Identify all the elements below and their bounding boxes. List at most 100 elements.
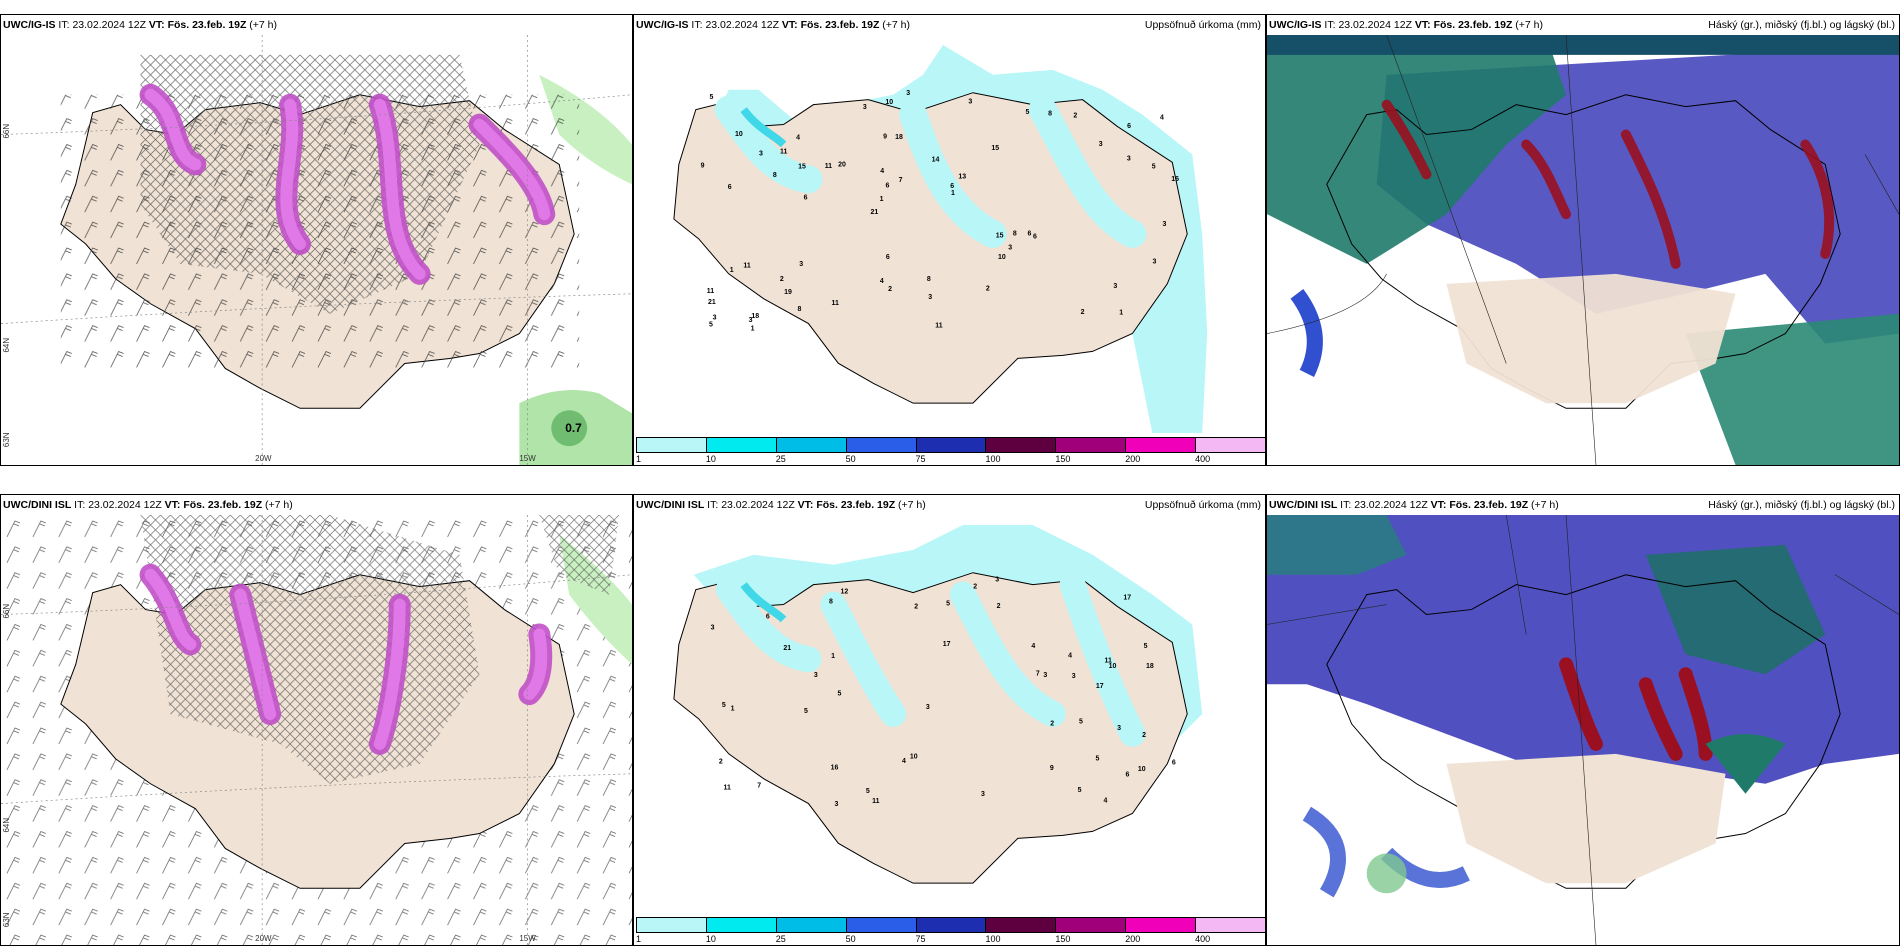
- precip-value: 3: [1099, 141, 1103, 148]
- precip-value: 21: [708, 299, 716, 306]
- cloud-map[interactable]: [1267, 35, 1899, 465]
- precip-value: 6: [766, 613, 770, 620]
- panel-precip-dini: UWC/DINI ISL IT: 23.02.2024 12Z VT: Fös.…: [633, 494, 1266, 946]
- precip-value: 2: [888, 286, 892, 293]
- lon-label-20: 20W: [255, 454, 272, 463]
- precip-value: 3: [1113, 283, 1117, 290]
- precip-value: 3: [835, 801, 839, 808]
- panel-header: UWC/IG-IS IT: 23.02.2024 12Z VT: Fös. 23…: [1269, 19, 1895, 31]
- precip-value: 2: [1142, 732, 1146, 739]
- lon-label-15: 15W: [519, 934, 536, 943]
- panel-title: Uppsöfnuð úrkoma (mm): [1144, 19, 1261, 31]
- panel-precip-ig: UWC/IG-IS IT: 23.02.2024 12Z VT: Fös. 23…: [633, 14, 1266, 466]
- lat-label-64: 64N: [2, 338, 11, 353]
- precip-value: 5: [1078, 787, 1082, 794]
- precip-value: 10: [910, 753, 918, 760]
- precip-value: 8: [773, 172, 777, 179]
- precip-value: 11: [831, 300, 838, 307]
- precip-value: 3: [1043, 672, 1047, 679]
- precip-value: 11: [724, 784, 731, 791]
- precip-value: 8: [1048, 110, 1052, 117]
- precip-value: 17: [1096, 683, 1104, 690]
- precip-value: 1: [880, 196, 884, 203]
- precip-value: 6: [728, 184, 732, 191]
- precip-value: 5: [866, 788, 870, 795]
- wind-map[interactable]: 66N 64N 63N 20W 15W: [1, 515, 632, 945]
- precip-value: 2: [914, 604, 918, 611]
- precip-value: 3: [1008, 244, 1012, 251]
- colorbar-swatch: [1125, 437, 1197, 453]
- precip-value: 11: [1105, 657, 1112, 664]
- colorbar-swatch: [1055, 437, 1127, 453]
- precip-value: 3: [1072, 673, 1076, 680]
- precip-value: 8: [829, 599, 833, 606]
- lat-label-63: 63N: [2, 912, 11, 927]
- colorbar: 1 10 25 50 75 100 150 200 400: [634, 915, 1265, 945]
- precip-value: 20: [838, 161, 846, 168]
- precip-value: 1: [751, 326, 755, 333]
- colorbar-tick: 200: [1125, 934, 1141, 944]
- precip-value: 5: [1144, 643, 1148, 650]
- precip-value: 3: [749, 317, 753, 324]
- precip-value: 3: [711, 625, 715, 632]
- precip-value: 6: [950, 183, 954, 190]
- colorbar-tick: 1: [636, 934, 642, 944]
- panel-cloud-ig: UWC/IG-IS IT: 23.02.2024 12Z VT: Fös. 23…: [1266, 14, 1900, 466]
- colorbar-swatch: [705, 917, 777, 933]
- colorbar-swatch: [636, 437, 707, 453]
- lon-label-20: 20W: [255, 934, 272, 943]
- precip-value: 3: [1152, 258, 1156, 265]
- colorbar-swatch: [985, 437, 1057, 453]
- colorbar-tick: 10: [705, 454, 716, 464]
- precip-value: 3: [759, 150, 763, 157]
- panel-wind-ig: UWC/IG-IS IT: 23.02.2024 12Z VT: Fös. 23…: [0, 14, 633, 466]
- colorbar-tick: 50: [845, 454, 856, 464]
- colorbar-tick: 150: [1055, 454, 1071, 464]
- precip-value: 2: [973, 583, 977, 590]
- colorbar-tick: 100: [985, 454, 1001, 464]
- precip-value: 1: [951, 190, 955, 197]
- colorbar-tick: 150: [1055, 934, 1071, 944]
- panel-header: UWC/DINI ISL IT: 23.02.2024 12Z VT: Fös.…: [1269, 499, 1895, 511]
- precip-value: 6: [1126, 771, 1130, 778]
- precip-map[interactable]: 1 6 6 21 15 18 9 14 11 20 21 19 18 13 6 10 10 16 15 3 1 4 6 4 5 3…: [634, 35, 1265, 435]
- precip-value: 1: [730, 267, 734, 274]
- precip-value: 11: [872, 798, 879, 805]
- precip-value: 21: [870, 209, 878, 216]
- precip-map[interactable]: 5 5 10 17 11 12 11 16 17 21 18 3 17 11 2 6 6 8 10 10 5 1 3 7 5 4 2…: [634, 515, 1265, 915]
- colorbar-tick: 100: [985, 934, 1001, 944]
- precip-value: 16: [831, 765, 839, 772]
- precip-value: 3: [863, 104, 867, 111]
- precip-value: 17: [1123, 594, 1131, 601]
- precip-value: 4: [902, 758, 906, 765]
- precip-value: 8: [797, 306, 801, 313]
- precip-value: 3: [906, 90, 910, 97]
- colorbar-tick: 75: [915, 934, 926, 944]
- precip-value: 6: [886, 254, 890, 261]
- panel-title: Háský (gr.), miðský (fj.bl.) og lágský (…: [1708, 499, 1895, 511]
- precip-value: 21: [783, 645, 791, 652]
- precip-value: 3: [928, 294, 932, 301]
- panel-header: UWC/IG-IS IT: 23.02.2024 12Z VT: Fös. 23…: [636, 19, 1261, 31]
- precip-value: 19: [784, 289, 792, 296]
- colorbar-swatch: [1195, 917, 1265, 933]
- precip-value: 9: [701, 163, 705, 170]
- panel-title: Háský (gr.), miðský (fj.bl.) og lágský (…: [1708, 19, 1895, 31]
- precip-value: 3: [995, 576, 999, 583]
- precip-value: 11: [780, 149, 787, 156]
- wind-map[interactable]: 66N 64N 63N 20W 15W 0.7: [1, 35, 632, 465]
- precip-value: 8: [927, 276, 931, 283]
- precip-value: 10: [735, 131, 743, 138]
- colorbar-swatch: [915, 437, 987, 453]
- precip-value: 3: [1127, 155, 1131, 162]
- precip-value: 9: [1050, 765, 1054, 772]
- precip-value: 5: [1096, 755, 1100, 762]
- precip-value: 4: [796, 134, 800, 141]
- cloud-map[interactable]: [1267, 515, 1899, 945]
- precip-value: 6: [804, 194, 808, 201]
- wind-value: 0.7: [565, 421, 582, 435]
- precip-value: 6: [1033, 234, 1037, 241]
- precip-value: 11: [825, 163, 832, 170]
- precip-value: 9: [883, 133, 887, 140]
